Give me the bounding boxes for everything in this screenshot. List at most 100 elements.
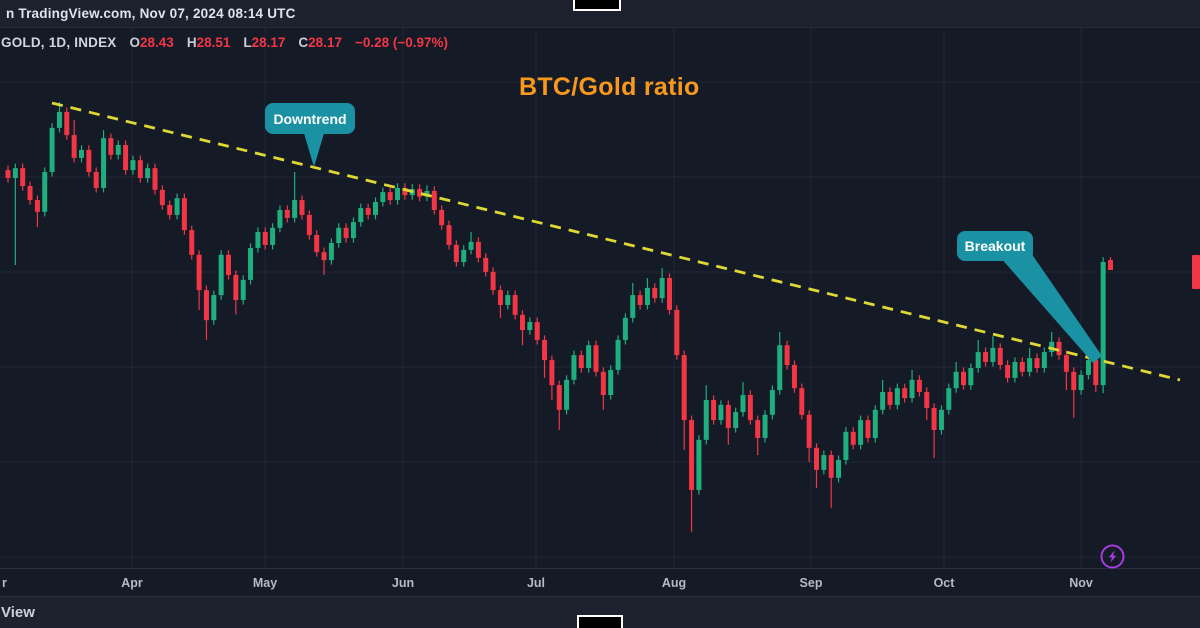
candle [27,181,33,205]
candle [667,273,672,315]
candle [79,145,84,163]
candle [1093,355,1099,392]
change-value: −0.28 (−0.97%) [354,35,449,50]
candle [380,187,386,207]
redaction-box-bottom [577,615,623,628]
candle [880,379,886,415]
candle [747,390,753,425]
candle [909,369,915,403]
candle [468,232,474,255]
candle [203,285,209,340]
candle [975,339,981,373]
candle [497,285,503,318]
candle [887,387,893,410]
candle [1100,257,1106,394]
candle [894,383,900,410]
candle [431,186,437,215]
candle [512,290,518,320]
candle [769,385,775,420]
candle [931,403,937,459]
candle [946,383,952,415]
candle [997,343,1003,370]
candle [152,163,158,195]
time-axis[interactable]: r Apr May Jun Jul Aug Sep Oct Nov [0,568,1200,596]
candle [159,185,165,210]
candle [196,250,202,310]
candle [240,275,246,305]
candle [181,193,187,235]
candle [1005,360,1011,383]
candle [101,130,107,193]
candle [123,140,129,175]
attribution-text: n TradingView.com, Nov 07, 2024 08:14 UT… [6,6,296,21]
candle [255,227,261,253]
candle [924,387,930,421]
candle [814,443,819,489]
candle [292,171,298,223]
candle [336,223,342,248]
candle [791,360,797,393]
lightning-button[interactable] [1099,543,1126,570]
candle [674,305,680,360]
candle [1063,350,1069,391]
lightning-icon [1100,544,1125,569]
x-axis-tick-label: Sep [799,576,823,590]
candle [1056,337,1062,360]
candle [12,163,18,266]
candle [1019,357,1025,377]
x-axis-tick-label: Jun [391,576,415,590]
x-axis-tick-label: Aug [661,576,687,590]
low-value: L28.17 [243,35,286,50]
candle [461,245,467,267]
candle [1071,367,1077,418]
open-value: O28.43 [129,35,174,50]
candle [806,410,812,462]
ohlc-legend[interactable]: GOLD, 1D, INDEX O28.43 H28.51 L28.17 C28… [0,29,900,56]
candle [549,355,555,400]
candle [343,223,349,243]
candle [1049,331,1055,357]
candle [725,400,731,445]
candle [483,253,489,277]
candle [262,227,268,250]
candle [71,119,77,163]
candle [115,140,121,160]
candle [365,203,371,220]
x-axis-tick-label: Oct [933,576,955,590]
candle [784,340,790,370]
x-axis-tick-label: Apr [121,576,143,590]
candle [189,225,195,260]
candle [990,336,996,367]
candle [578,350,584,373]
candle [681,350,687,451]
candle [865,415,871,443]
candle [902,383,908,403]
candle [1108,257,1113,270]
candle [755,415,761,456]
candle [586,340,592,373]
candle [439,205,445,230]
candle [248,243,254,285]
candle [233,270,239,315]
candle [740,382,746,417]
candle [1041,347,1047,373]
candle [622,313,628,345]
candle [644,277,650,310]
candle [953,361,959,393]
candle [490,267,496,295]
candle [130,155,136,175]
candle [828,450,834,508]
candle [630,282,636,323]
candle [446,220,452,250]
candle [86,145,92,177]
candle [284,205,290,223]
close-value: C28.17 [298,35,342,50]
candle [593,340,599,377]
candle [5,165,11,183]
candle [328,238,334,265]
candle [916,375,922,397]
downtrend-annotation-tail [303,130,325,167]
candle [453,240,459,267]
